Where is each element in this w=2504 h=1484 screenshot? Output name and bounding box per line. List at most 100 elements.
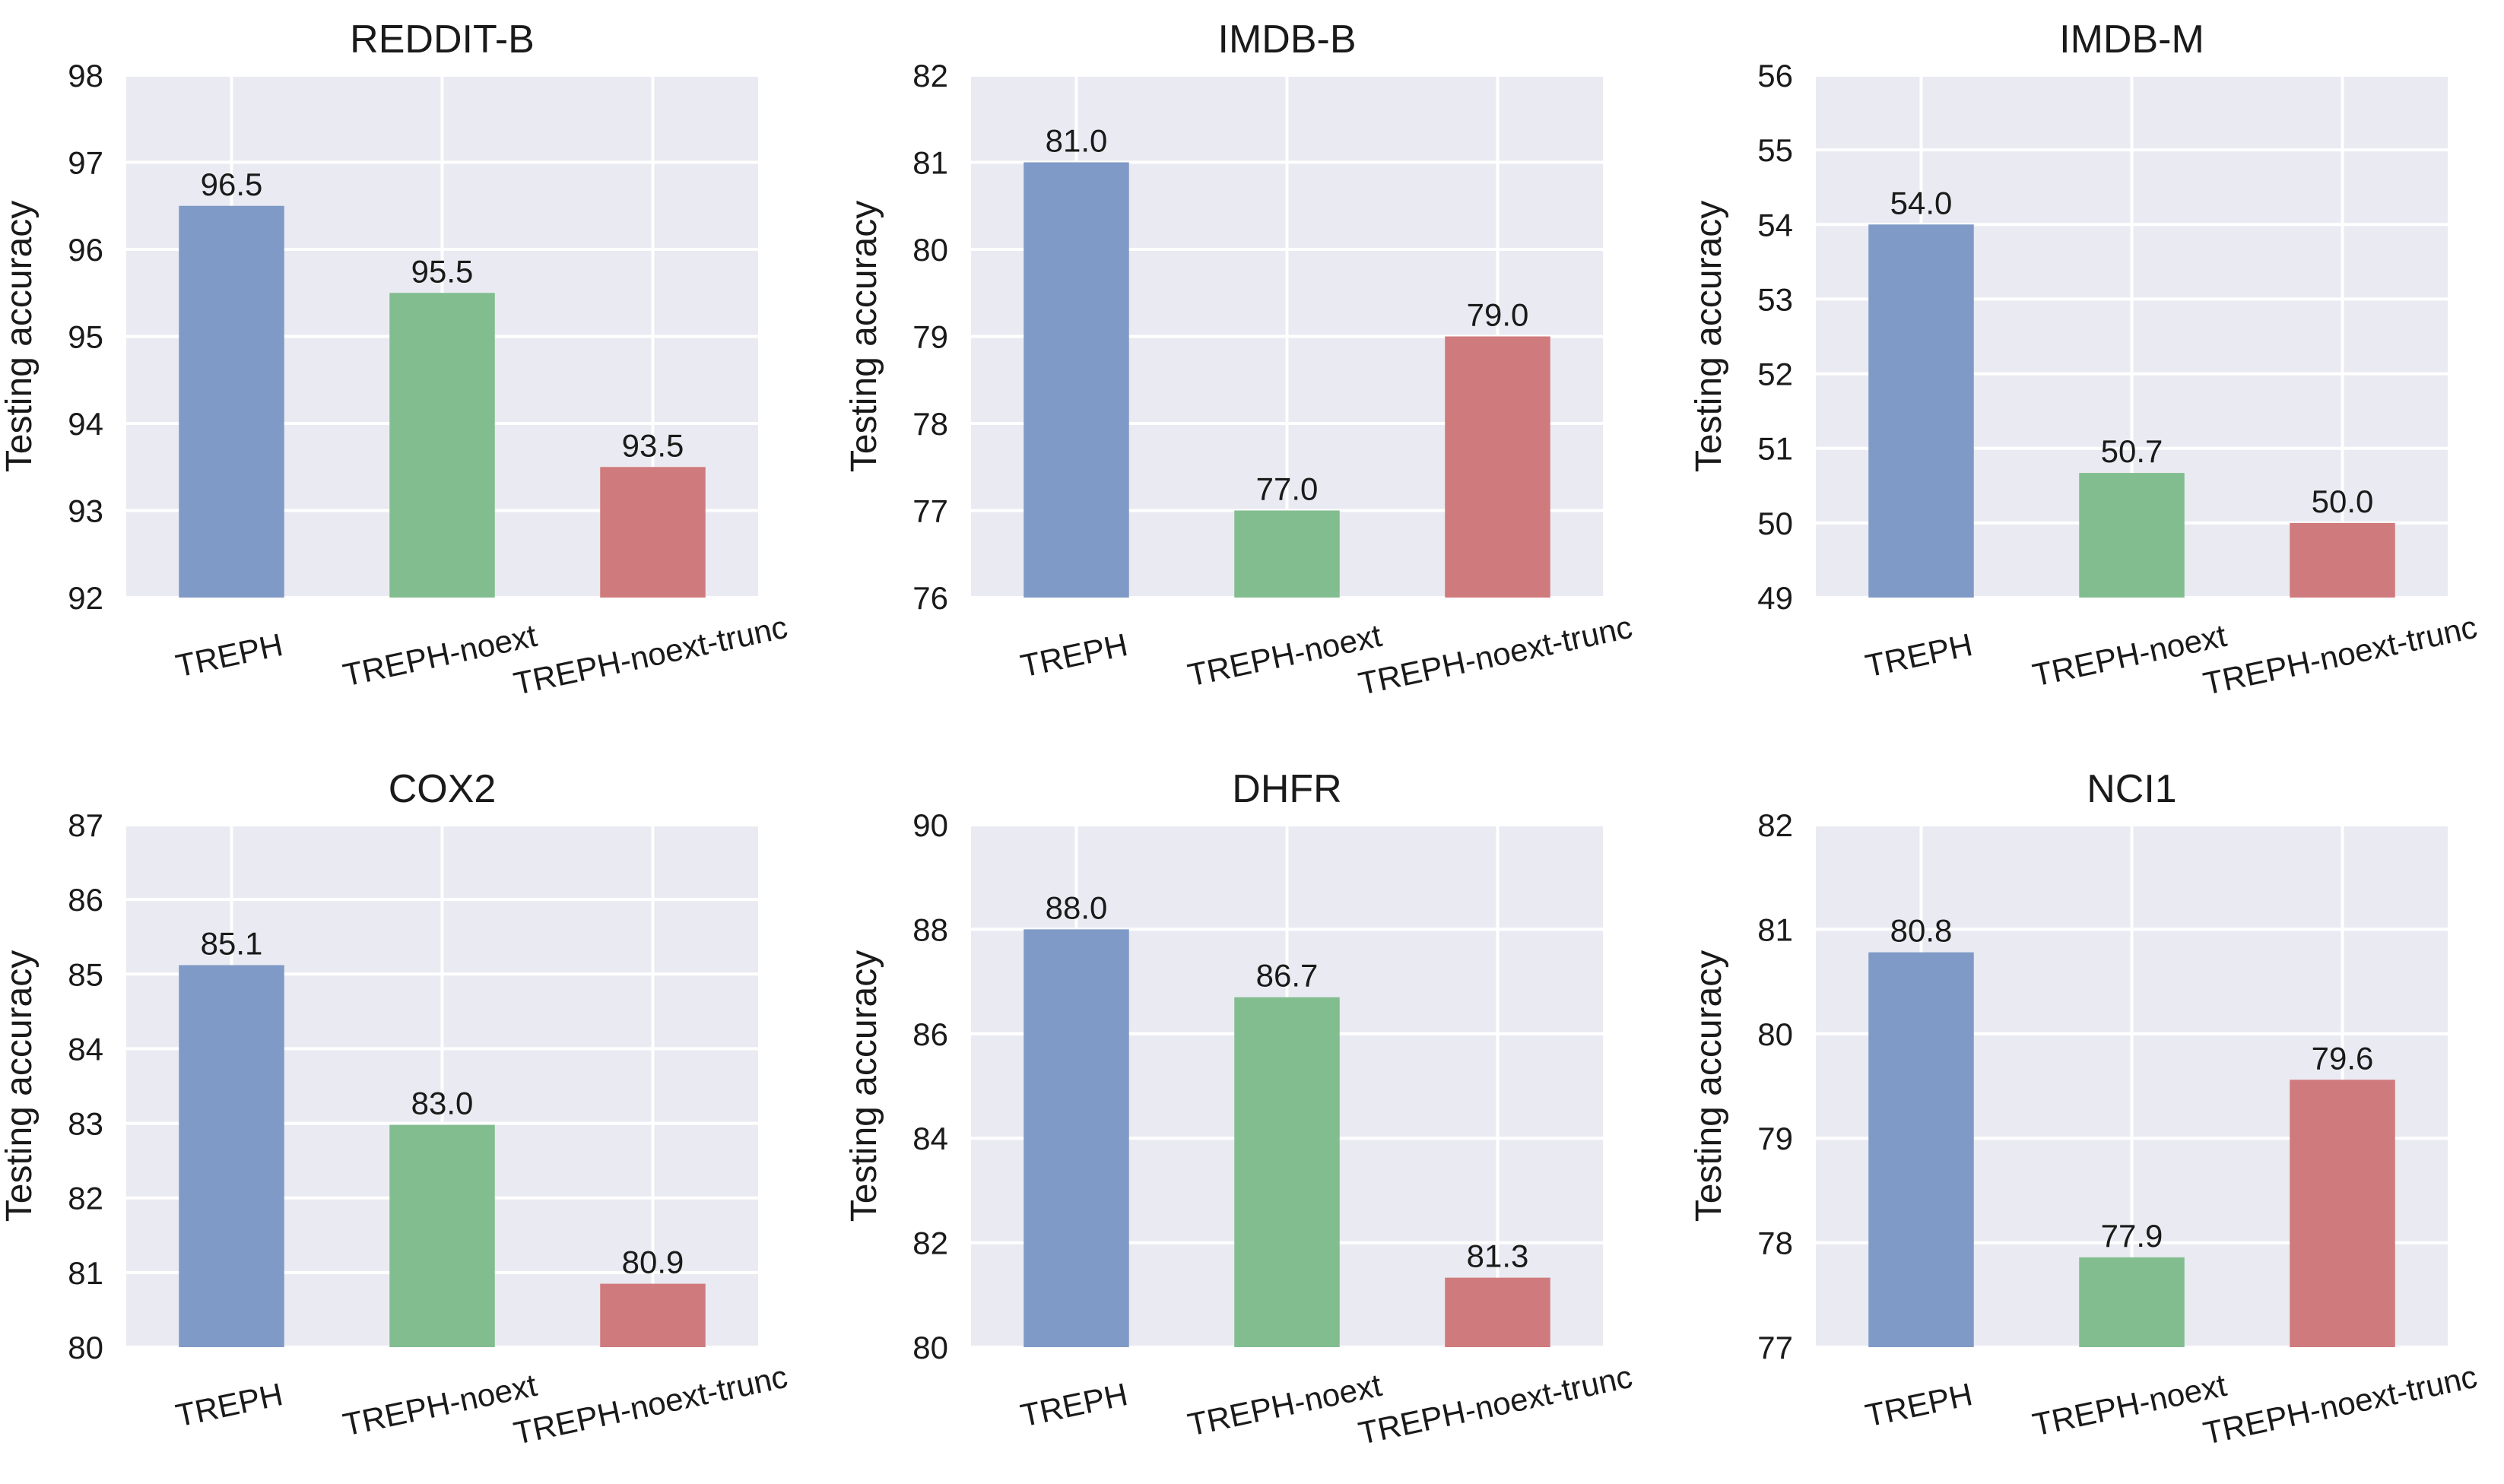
x-tick-label-treph-noext: TREPH-noext <box>340 617 541 693</box>
y-tick-label: 86 <box>912 1016 948 1052</box>
x-tick-label-treph-noext: TREPH-noext <box>340 1367 541 1443</box>
chart-panel-imdb-m: 54.0 50.7 50.0 49 50 51 52 53 54 55 56 TREPH TREPH-n… <box>1689 17 2480 702</box>
y-tick-label: 81 <box>1757 912 1793 947</box>
y-tick-label: 78 <box>912 406 948 442</box>
y-tick-label: 80 <box>912 232 948 268</box>
bar-value-label: 95.5 <box>411 253 474 289</box>
y-tick-label: 82 <box>68 1181 103 1216</box>
bar-treph-noext <box>389 1124 495 1347</box>
bar-value-label: 81.3 <box>1467 1238 1529 1274</box>
bar-treph-noext <box>1234 997 1340 1347</box>
bar-treph-noext <box>2079 1257 2185 1347</box>
y-tick-label: 79 <box>912 319 948 355</box>
chart-title: COX2 <box>389 767 497 811</box>
bar-treph <box>179 965 284 1347</box>
y-tick-label: 97 <box>68 145 103 181</box>
y-tick-label: 95 <box>68 319 103 355</box>
bar-treph <box>1023 162 1129 598</box>
y-tick-label: 55 <box>1757 132 1793 168</box>
y-tick-label: 76 <box>912 580 948 616</box>
bar-treph-noext <box>1234 510 1340 598</box>
x-tick-label-treph-noext: TREPH-noext <box>2030 617 2230 693</box>
chart-panel-dhfr: 88.0 86.7 81.3 80 82 84 86 88 90 TREPH TREPH-noext… <box>844 767 1636 1451</box>
bar-value-label: 77.0 <box>1256 471 1319 507</box>
y-tick-label: 82 <box>912 1226 948 1261</box>
x-tick-label-treph-noext-trunc: TREPH-noext-trunc <box>2200 609 2480 702</box>
x-tick-label-treph: TREPH <box>1017 626 1131 684</box>
y-tick-label: 98 <box>68 58 103 94</box>
bar-value-label: 80.8 <box>1890 913 1953 949</box>
y-tick-label: 80 <box>68 1330 103 1365</box>
x-tick-label-treph: TREPH <box>173 626 286 684</box>
bar-treph-noext-trunc <box>600 467 706 598</box>
bar-value-label: 50.0 <box>2312 484 2374 519</box>
x-tick-label-treph: TREPH <box>1862 1376 1976 1434</box>
x-tick-label-treph-noext: TREPH-noext <box>2030 1367 2230 1443</box>
x-tick-label-treph: TREPH <box>1862 626 1976 684</box>
y-tick-label: 54 <box>1757 207 1793 243</box>
y-tick-label: 94 <box>68 406 103 442</box>
chart-title: REDDIT-B <box>350 17 535 62</box>
bar-treph-noext-trunc <box>600 1283 706 1347</box>
y-tick-label: 81 <box>68 1255 103 1291</box>
y-tick-label: 56 <box>1757 58 1793 94</box>
bar-treph <box>1868 952 1974 1347</box>
bar-value-label: 85.1 <box>201 926 263 962</box>
y-tick-label: 84 <box>68 1031 103 1067</box>
bar-value-label: 83.0 <box>411 1086 474 1121</box>
y-tick-label: 51 <box>1757 431 1793 467</box>
y-axis-label: Testing accuracy <box>0 950 40 1222</box>
bar-treph-noext <box>389 293 495 598</box>
chart-title: IMDB-M <box>2059 17 2204 62</box>
bar-treph <box>179 205 284 598</box>
y-tick-label: 83 <box>68 1106 103 1142</box>
bar-treph-noext-trunc <box>1445 1277 1550 1347</box>
y-tick-label: 86 <box>68 882 103 918</box>
bar-value-label: 77.9 <box>2101 1218 2163 1254</box>
y-tick-label: 78 <box>1757 1226 1793 1261</box>
y-tick-label: 87 <box>68 807 103 843</box>
y-tick-label: 49 <box>1757 580 1793 616</box>
bar-value-label: 50.7 <box>2101 433 2163 469</box>
y-tick-label: 84 <box>912 1121 948 1156</box>
x-tick-label-treph: TREPH <box>1017 1376 1131 1434</box>
y-tick-label: 52 <box>1757 357 1793 392</box>
x-tick-label-treph-noext-trunc: TREPH-noext-trunc <box>1355 1359 1635 1451</box>
x-tick-label-treph: TREPH <box>173 1376 286 1434</box>
bar-treph-noext-trunc <box>2290 522 2395 598</box>
chart-title: NCI1 <box>2087 767 2176 811</box>
y-tick-label: 80 <box>1757 1016 1793 1052</box>
y-tick-label: 96 <box>68 232 103 268</box>
y-tick-label: 92 <box>68 580 103 616</box>
x-tick-label-treph-noext-trunc: TREPH-noext-trunc <box>510 1359 790 1451</box>
y-tick-label: 88 <box>912 912 948 947</box>
y-tick-label: 81 <box>912 145 948 181</box>
y-tick-label: 80 <box>912 1330 948 1365</box>
y-tick-label: 90 <box>912 807 948 843</box>
chart-panel-imdb-b: 81.0 77.0 79.0 76 77 78 79 80 81 82 TREPH TREPH-noe… <box>844 17 1636 702</box>
x-tick-label-treph-noext: TREPH-noext <box>1185 617 1385 693</box>
y-tick-label: 82 <box>912 58 948 94</box>
bar-value-label: 88.0 <box>1046 889 1108 925</box>
y-tick-label: 77 <box>912 493 948 529</box>
y-axis-label: Testing accuracy <box>1689 201 1729 473</box>
bar-treph-noext-trunc <box>2290 1080 2395 1347</box>
y-axis-label: Testing accuracy <box>844 950 884 1222</box>
bar-value-label: 80.9 <box>622 1245 684 1280</box>
x-tick-label-treph-noext-trunc: TREPH-noext-trunc <box>2200 1359 2480 1451</box>
bar-treph <box>1868 224 1974 598</box>
bar-value-label: 79.0 <box>1467 297 1529 333</box>
bar-treph-noext <box>2079 473 2185 598</box>
y-tick-label: 50 <box>1757 506 1793 541</box>
chart-panel-cox2: 85.1 83.0 80.9 80 81 82 83 84 85 86 87 TREPH TREPH-n… <box>0 767 791 1451</box>
y-tick-label: 53 <box>1757 281 1793 317</box>
y-axis-label: Testing accuracy <box>844 201 884 473</box>
x-tick-label-treph-noext: TREPH-noext <box>1185 1367 1385 1443</box>
y-tick-label: 79 <box>1757 1121 1793 1156</box>
y-tick-label: 93 <box>68 493 103 529</box>
y-axis-label: Testing accuracy <box>1689 950 1729 1222</box>
bar-value-label: 54.0 <box>1890 185 1953 220</box>
y-tick-label: 77 <box>1757 1330 1793 1365</box>
y-tick-label: 85 <box>68 956 103 992</box>
